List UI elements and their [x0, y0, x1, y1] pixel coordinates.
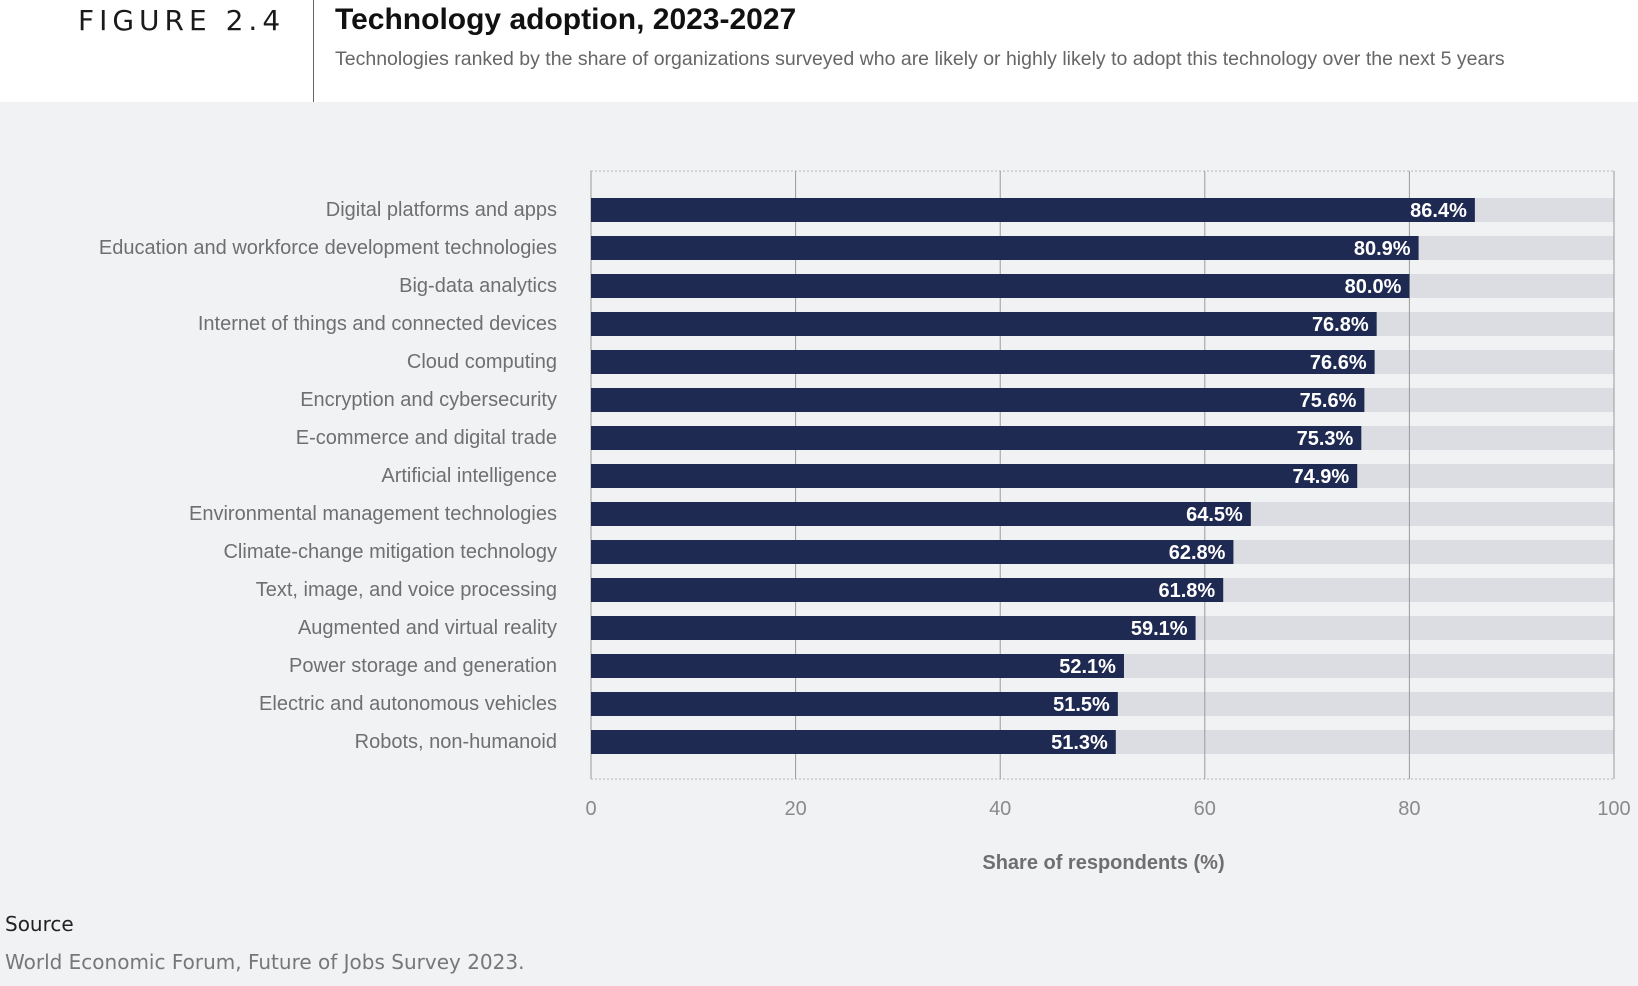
bar	[591, 426, 1362, 450]
tick-label: 100	[1597, 798, 1630, 820]
bar	[591, 654, 1124, 678]
value-label: 75.3%	[1297, 428, 1354, 450]
category-label: Robots, non-humanoid	[355, 731, 557, 753]
category-label: Climate-change mitigation technology	[223, 541, 557, 563]
category-label: Power storage and generation	[289, 655, 557, 677]
bar	[591, 616, 1196, 640]
chart-title: Technology adoption, 2023-2027	[335, 3, 797, 36]
source-label: Source	[5, 912, 74, 936]
category-label: Internet of things and connected devices	[198, 313, 557, 335]
value-label: 62.8%	[1169, 542, 1226, 564]
category-label: E-commerce and digital trade	[296, 427, 557, 449]
value-label: 61.8%	[1158, 580, 1215, 602]
source-text: World Economic Forum, Future of Jobs Sur…	[5, 950, 525, 974]
category-label: Augmented and virtual reality	[298, 617, 557, 639]
category-label: Cloud computing	[407, 351, 557, 373]
bar	[591, 464, 1358, 488]
bar	[591, 578, 1224, 602]
bar	[591, 198, 1475, 222]
header-divider	[313, 0, 314, 102]
value-label: 80.9%	[1354, 238, 1411, 260]
value-label: 51.3%	[1051, 732, 1108, 754]
bar	[591, 236, 1419, 260]
value-label: 59.1%	[1131, 618, 1188, 640]
category-label: Education and workforce development tech…	[99, 237, 557, 259]
bar	[591, 312, 1377, 336]
category-label: Artificial intelligence	[381, 465, 557, 487]
bar	[591, 692, 1118, 716]
value-label: 75.6%	[1300, 390, 1357, 412]
tick-label: 40	[989, 798, 1011, 820]
value-label: 52.1%	[1059, 656, 1116, 678]
bar	[591, 730, 1116, 754]
value-label: 76.8%	[1312, 314, 1369, 336]
category-label: Big-data analytics	[399, 275, 557, 297]
figure-header: FIGURE 2.4 Technology adoption, 2023-202…	[0, 0, 1638, 102]
tick-label: 60	[1194, 798, 1216, 820]
bar	[591, 274, 1410, 298]
x-axis-title: Share of respondents (%)	[982, 852, 1224, 874]
figure-label: FIGURE 2.4	[78, 4, 286, 37]
tick-label: 0	[585, 798, 596, 820]
value-label: 76.6%	[1310, 352, 1367, 374]
category-label: Digital platforms and apps	[326, 199, 557, 221]
category-label: Encryption and cybersecurity	[300, 389, 557, 411]
tick-label: 80	[1398, 798, 1420, 820]
value-label: 74.9%	[1293, 466, 1350, 488]
bar	[591, 388, 1365, 412]
tick-label: 20	[784, 798, 806, 820]
bar-chart: 86.4% Digital platforms and apps 80.9% Educ…	[99, 170, 1631, 874]
value-label: 51.5%	[1053, 694, 1110, 716]
category-label: Environmental management technologies	[189, 503, 557, 525]
category-label: Text, image, and voice processing	[256, 579, 557, 601]
value-label: 86.4%	[1410, 200, 1467, 222]
category-label: Electric and autonomous vehicles	[259, 693, 557, 715]
bar	[591, 502, 1251, 526]
value-label: 64.5%	[1186, 504, 1243, 526]
bar	[591, 350, 1375, 374]
bar	[591, 540, 1234, 564]
chart-subtitle: Technologies ranked by the share of orga…	[335, 48, 1505, 70]
value-label: 80.0%	[1345, 276, 1402, 298]
